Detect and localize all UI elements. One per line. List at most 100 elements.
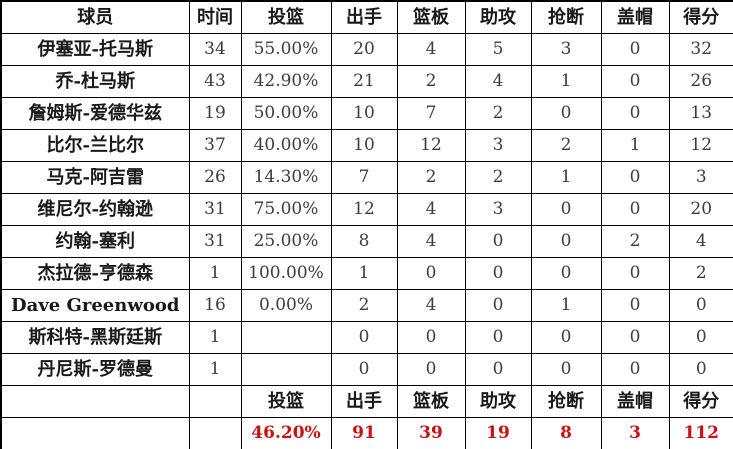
cell-minutes: 43 [188, 65, 242, 98]
cell-points: 32 [668, 33, 733, 66]
player-row: Dave Greenwood 16 0.00% 2 4 0 1 0 0 [0, 289, 733, 322]
cell-blocks: 0 [600, 321, 670, 354]
cell-points: 0 [668, 321, 733, 354]
cell-blocks: 3 [600, 417, 670, 449]
header-cell-player: 球员 [0, 0, 190, 34]
cell-steals: 抢断 [530, 385, 602, 418]
cell-blocks: 0 [600, 65, 670, 98]
cell-fg-pct: 25.00% [240, 225, 332, 258]
cell-player: 马克-阿吉雷 [0, 161, 190, 194]
cell-blocks: 0 [600, 161, 670, 194]
cell-attempts: 10 [330, 97, 398, 130]
cell-fg-pct: 14.30% [240, 161, 332, 194]
cell-steals: 0 [530, 193, 602, 226]
cell-minutes: 26 [188, 161, 242, 194]
header-cell-rebounds: 篮板 [396, 0, 466, 34]
cell-rebounds: 2 [396, 161, 466, 194]
cell-fg-pct [240, 321, 332, 354]
cell-rebounds: 篮板 [396, 385, 466, 418]
cell-points: 20 [668, 193, 733, 226]
cell-player: 约翰-塞利 [0, 225, 190, 258]
player-row: 维尼尔-约翰逊 31 75.00% 12 4 3 0 0 20 [0, 193, 733, 226]
cell-assists: 0 [464, 289, 532, 322]
cell-steals: 0 [530, 321, 602, 354]
cell-attempts: 7 [330, 161, 398, 194]
cell-rebounds: 4 [396, 193, 466, 226]
cell-attempts: 0 [330, 321, 398, 354]
cell-fg-pct: 42.90% [240, 65, 332, 98]
player-row: 比尔-兰比尔 37 40.00% 10 12 3 2 1 12 [0, 129, 733, 162]
player-row: 斯科特-黑斯廷斯 1 0 0 0 0 0 0 [0, 321, 733, 354]
cell-assists: 4 [464, 65, 532, 98]
header-cell-assists: 助攻 [464, 0, 532, 34]
cell-fg-pct: 46.20% [240, 417, 332, 449]
cell-player: 詹姆斯-爱德华兹 [0, 97, 190, 130]
cell-blocks: 0 [600, 97, 670, 130]
cell-player: 乔-杜马斯 [0, 65, 190, 98]
cell-assists: 2 [464, 97, 532, 130]
cell-steals: 3 [530, 33, 602, 66]
player-row: 杰拉德-亨德森 1 100.00% 1 0 0 0 0 2 [0, 257, 733, 290]
cell-minutes: 1 [188, 321, 242, 354]
cell-fg-pct: 0.00% [240, 289, 332, 322]
cell-steals: 1 [530, 65, 602, 98]
cell-points: 0 [668, 353, 733, 386]
cell-assists: 0 [464, 321, 532, 354]
cell-blocks: 1 [600, 129, 670, 162]
cell-rebounds: 0 [396, 321, 466, 354]
cell-player: Dave Greenwood [0, 289, 190, 322]
cell-rebounds: 0 [396, 353, 466, 386]
cell-attempts: 12 [330, 193, 398, 226]
player-row: 乔-杜马斯 43 42.90% 21 2 4 1 0 26 [0, 65, 733, 98]
cell-points: 4 [668, 225, 733, 258]
cell-player [0, 385, 190, 418]
cell-points: 2 [668, 257, 733, 290]
cell-player: 斯科特-黑斯廷斯 [0, 321, 190, 354]
cell-blocks: 0 [600, 257, 670, 290]
cell-minutes [188, 385, 242, 418]
cell-assists: 0 [464, 353, 532, 386]
header-cell-minutes: 时间 [188, 0, 242, 34]
cell-fg-pct: 投篮 [240, 385, 332, 418]
cell-fg-pct: 100.00% [240, 257, 332, 290]
cell-points: 0 [668, 289, 733, 322]
player-row: 马克-阿吉雷 26 14.30% 7 2 2 1 0 3 [0, 161, 733, 194]
cell-minutes: 19 [188, 97, 242, 130]
cell-assists: 3 [464, 193, 532, 226]
cell-steals: 1 [530, 161, 602, 194]
cell-points: 12 [668, 129, 733, 162]
cell-points: 112 [668, 417, 733, 449]
player-row: 伊塞亚-托马斯 34 55.00% 20 4 5 3 0 32 [0, 33, 733, 66]
header-row: 球员 时间 投篮 出手 篮板 助攻 抢断 盖帽 得分 [0, 0, 733, 34]
cell-fg-pct: 40.00% [240, 129, 332, 162]
cell-rebounds: 7 [396, 97, 466, 130]
cell-attempts: 0 [330, 353, 398, 386]
cell-blocks: 0 [600, 353, 670, 386]
header-cell-steals: 抢断 [530, 0, 602, 34]
cell-attempts: 1 [330, 257, 398, 290]
cell-minutes: 37 [188, 129, 242, 162]
cell-player: 比尔-兰比尔 [0, 129, 190, 162]
cell-steals: 0 [530, 97, 602, 130]
cell-blocks: 0 [600, 289, 670, 322]
cell-rebounds: 4 [396, 225, 466, 258]
cell-assists: 助攻 [464, 385, 532, 418]
cell-attempts: 8 [330, 225, 398, 258]
cell-minutes [188, 417, 242, 449]
cell-blocks: 盖帽 [600, 385, 670, 418]
cell-player: 维尼尔-约翰逊 [0, 193, 190, 226]
cell-steals: 8 [530, 417, 602, 449]
cell-points: 13 [668, 97, 733, 130]
cell-player: 伊塞亚-托马斯 [0, 33, 190, 66]
cell-steals: 0 [530, 353, 602, 386]
cell-attempts: 2 [330, 289, 398, 322]
cell-rebounds: 39 [396, 417, 466, 449]
cell-attempts: 20 [330, 33, 398, 66]
totals-row: 46.20% 91 39 19 8 3 112 [0, 417, 733, 449]
cell-rebounds: 12 [396, 129, 466, 162]
cell-assists: 2 [464, 161, 532, 194]
cell-steals: 0 [530, 225, 602, 258]
